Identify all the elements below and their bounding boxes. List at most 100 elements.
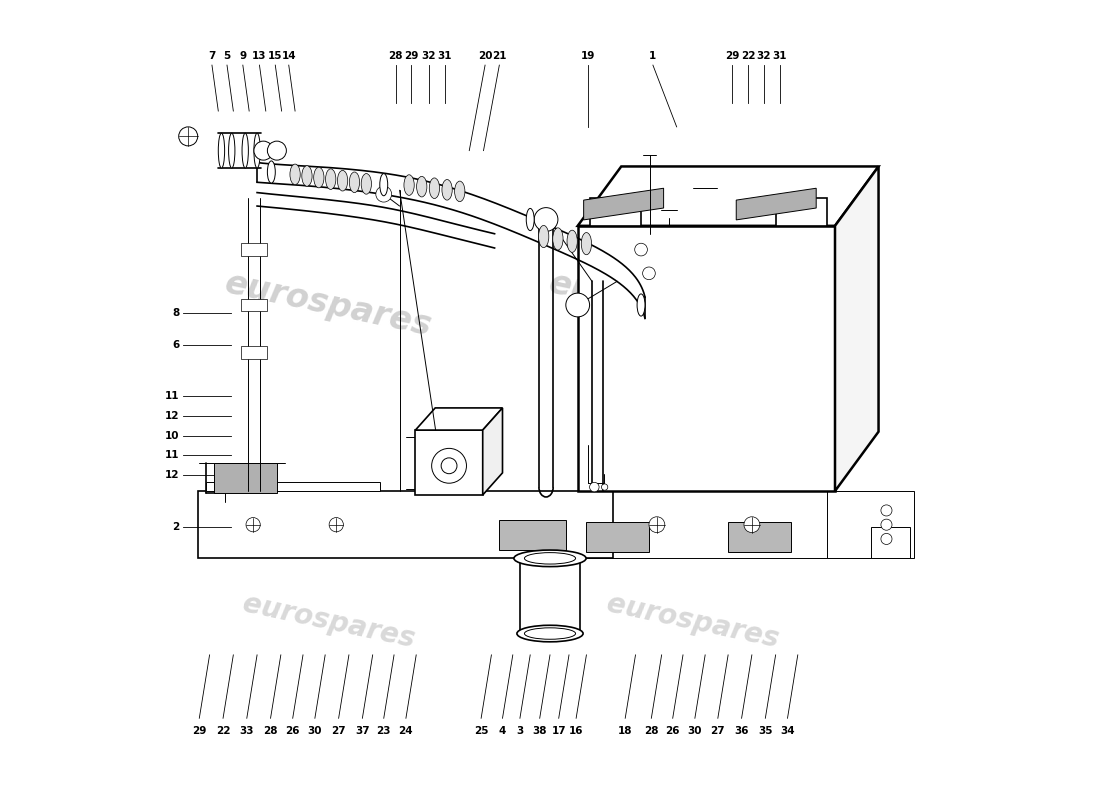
Text: 12: 12 [165,470,179,480]
Text: 36: 36 [735,726,749,736]
Text: 7: 7 [208,50,216,61]
Polygon shape [416,430,483,495]
Text: 3: 3 [516,726,524,736]
Text: 31: 31 [438,50,452,61]
Text: 32: 32 [421,50,436,61]
Text: 26: 26 [286,726,300,736]
Circle shape [535,208,558,231]
Ellipse shape [525,553,575,564]
Polygon shape [498,520,565,550]
Polygon shape [728,522,792,552]
Ellipse shape [254,134,261,168]
Polygon shape [870,526,910,558]
Ellipse shape [417,176,427,197]
Text: 2: 2 [173,522,179,532]
Text: 29: 29 [405,50,419,61]
Text: eurospares: eurospares [222,267,434,343]
Circle shape [565,293,590,317]
Text: 27: 27 [711,726,725,736]
Text: 27: 27 [331,726,345,736]
Polygon shape [776,198,827,226]
Text: 31: 31 [772,50,786,61]
Circle shape [642,267,656,280]
Circle shape [254,141,273,160]
Text: 13: 13 [252,50,266,61]
Polygon shape [578,166,879,226]
Ellipse shape [429,178,440,198]
Text: 15: 15 [268,50,283,61]
Polygon shape [416,408,503,430]
Circle shape [602,484,608,490]
Circle shape [246,518,261,532]
Text: 20: 20 [477,50,493,61]
Ellipse shape [350,172,360,193]
Bar [241,298,266,311]
Ellipse shape [539,226,549,248]
Polygon shape [206,482,380,491]
Polygon shape [584,188,663,220]
Text: 12: 12 [165,411,179,421]
Text: 19: 19 [581,50,595,61]
Ellipse shape [526,209,535,230]
Ellipse shape [229,134,235,168]
Text: 4: 4 [498,726,506,736]
Polygon shape [570,491,879,558]
Text: 32: 32 [757,50,771,61]
Text: eurospares: eurospares [240,590,417,654]
Circle shape [744,517,760,533]
Polygon shape [198,491,614,558]
Text: 29: 29 [725,50,739,61]
Text: 29: 29 [192,726,207,736]
Polygon shape [736,188,816,220]
Ellipse shape [514,550,586,566]
Text: 21: 21 [492,50,507,61]
Polygon shape [835,166,879,491]
Text: 1: 1 [649,50,657,61]
Ellipse shape [404,174,415,195]
Ellipse shape [338,170,348,191]
Ellipse shape [525,628,575,639]
Ellipse shape [637,294,645,316]
Bar [241,346,266,359]
Bar [241,243,266,256]
Text: 9: 9 [240,50,246,61]
Ellipse shape [218,134,224,168]
Text: 6: 6 [173,339,179,350]
Text: 18: 18 [618,726,632,736]
Circle shape [881,534,892,545]
Text: 25: 25 [474,726,488,736]
Text: 23: 23 [376,726,390,736]
Ellipse shape [454,181,465,202]
Ellipse shape [301,166,312,186]
Text: eurospares: eurospares [604,590,781,654]
Text: 28: 28 [388,50,403,61]
Text: 37: 37 [355,726,370,736]
Polygon shape [483,408,503,495]
Ellipse shape [517,626,583,642]
Circle shape [431,448,466,483]
Ellipse shape [242,134,249,168]
Text: 28: 28 [263,726,278,736]
Text: 22: 22 [216,726,230,736]
Text: 28: 28 [645,726,659,736]
Ellipse shape [566,230,578,252]
Circle shape [590,482,600,492]
Polygon shape [590,198,641,226]
Text: 22: 22 [740,50,756,61]
Ellipse shape [326,169,336,190]
Circle shape [881,519,892,530]
Text: 30: 30 [308,726,322,736]
Text: 11: 11 [165,450,179,461]
Text: 30: 30 [688,726,702,736]
Ellipse shape [314,167,324,188]
Circle shape [649,517,664,533]
Text: 10: 10 [165,430,179,441]
Ellipse shape [267,161,275,183]
Text: 35: 35 [758,726,772,736]
Text: 5: 5 [223,50,231,61]
Ellipse shape [361,174,372,194]
Text: 26: 26 [666,726,680,736]
Ellipse shape [290,164,300,185]
Text: 16: 16 [569,726,583,736]
Text: 38: 38 [532,726,547,736]
